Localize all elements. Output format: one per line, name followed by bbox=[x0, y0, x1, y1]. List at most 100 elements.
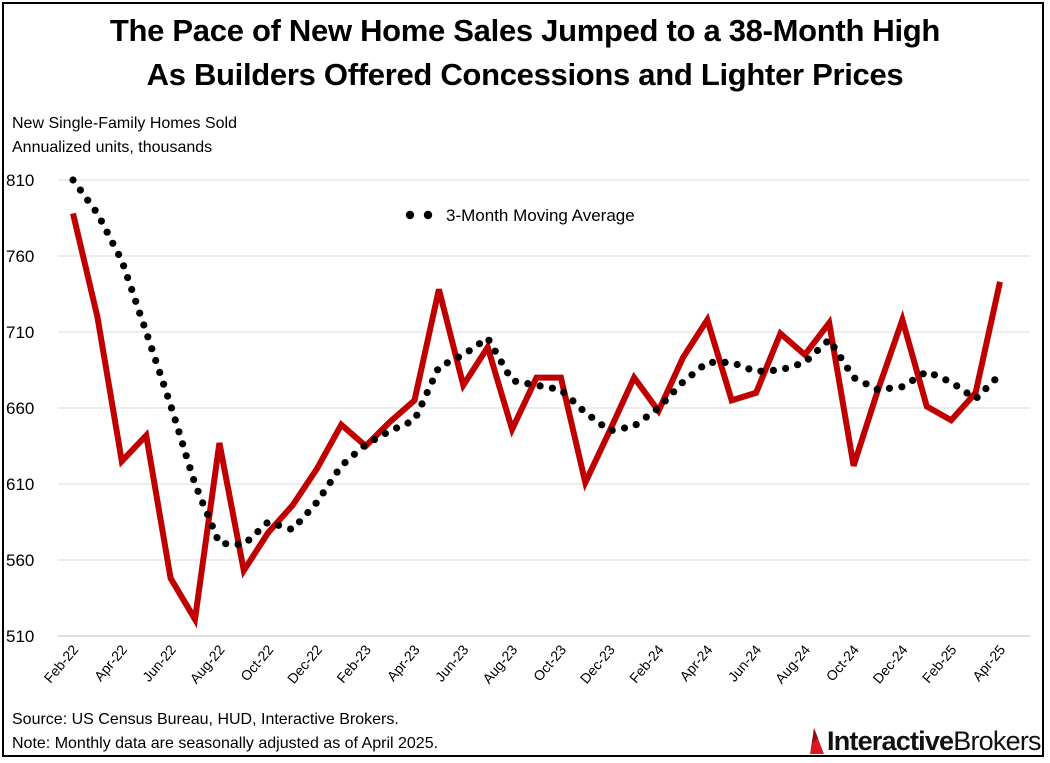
moving-average-dot bbox=[909, 376, 917, 384]
moving-average-dot bbox=[109, 239, 117, 247]
moving-average-dot bbox=[823, 338, 831, 346]
y-tick-label: 660 bbox=[6, 399, 34, 418]
legend-marker-dot bbox=[405, 210, 415, 220]
moving-average-dot bbox=[179, 440, 187, 448]
moving-average-dot bbox=[813, 346, 822, 355]
moving-average-dot bbox=[652, 406, 660, 414]
x-tick-label: Jun-22 bbox=[139, 641, 179, 684]
x-tick-label: Dec-23 bbox=[577, 641, 618, 686]
moving-average-dot bbox=[504, 369, 512, 377]
moving-average-dot bbox=[698, 363, 706, 371]
moving-average-dot bbox=[140, 321, 148, 329]
moving-average-dot bbox=[319, 489, 327, 497]
legend-label: 3-Month Moving Average bbox=[446, 206, 635, 225]
moving-average-dot bbox=[115, 250, 123, 258]
moving-average-dot bbox=[678, 379, 686, 387]
moving-average-dot bbox=[885, 384, 894, 392]
moving-average-dot bbox=[203, 510, 212, 518]
moving-average-dot bbox=[524, 380, 532, 388]
x-tick-label: Apr-24 bbox=[676, 641, 715, 684]
moving-average-dot bbox=[194, 487, 202, 495]
series-line-homes-sold bbox=[70, 212, 1003, 629]
moving-average-dot bbox=[569, 397, 577, 405]
moving-average-dot bbox=[199, 499, 207, 507]
y-tick-label: 610 bbox=[6, 475, 34, 494]
x-tick-label: Oct-24 bbox=[823, 641, 862, 684]
moving-average-dot bbox=[175, 428, 183, 436]
moving-average-dot bbox=[497, 358, 505, 366]
moving-average-dot bbox=[76, 186, 84, 194]
moving-average-dot bbox=[144, 333, 152, 341]
moving-average-dot bbox=[745, 365, 753, 373]
moving-average-dot bbox=[465, 347, 473, 355]
y-tick-label: 510 bbox=[6, 627, 34, 646]
moving-average-dot bbox=[536, 382, 544, 390]
moving-average-dot bbox=[661, 397, 669, 405]
moving-average-dot bbox=[164, 392, 172, 400]
moving-average-dot bbox=[942, 376, 950, 384]
moving-average-dot bbox=[254, 528, 262, 536]
x-tick-label: Oct-23 bbox=[530, 641, 569, 684]
x-tick-label: Feb-23 bbox=[333, 641, 374, 685]
moving-average-dot bbox=[428, 377, 436, 385]
moving-average-dot bbox=[491, 347, 499, 355]
y-axis-label-line2: Annualized units, thousands bbox=[12, 139, 213, 156]
moving-average-dot bbox=[608, 426, 616, 434]
moving-average-dot bbox=[413, 411, 421, 419]
moving-average-dot bbox=[485, 336, 493, 344]
x-tick-label: Apr-23 bbox=[384, 641, 423, 684]
moving-average-dot bbox=[642, 413, 650, 421]
y-axis-label-line1: New Single-Family Homes Sold bbox=[12, 115, 237, 132]
logo-wordmark: InteractiveBrokers bbox=[827, 726, 1042, 756]
y-tick-label: 710 bbox=[6, 323, 34, 342]
moving-average-dot bbox=[304, 508, 312, 517]
moving-average-dot bbox=[982, 385, 990, 393]
moving-average-dot bbox=[326, 478, 334, 487]
moving-average-dot bbox=[560, 388, 568, 396]
moving-average-dot bbox=[128, 285, 136, 294]
x-tick-label: Aug-24 bbox=[772, 641, 813, 686]
y-tick-label: 810 bbox=[6, 171, 34, 190]
moving-average-dot bbox=[709, 358, 717, 366]
x-tick-label: Feb-24 bbox=[626, 641, 667, 685]
moving-average-dot bbox=[804, 355, 813, 363]
moving-average-dot bbox=[862, 380, 870, 388]
moving-average-dot bbox=[148, 345, 156, 353]
moving-average-dot bbox=[350, 450, 358, 458]
x-tick-label: Feb-22 bbox=[41, 641, 82, 685]
interactive-brokers-logo-icon bbox=[810, 728, 824, 754]
moving-average-dot bbox=[898, 383, 906, 391]
logo-word-interactive: Interactive bbox=[827, 726, 954, 756]
moving-average-dot bbox=[991, 376, 999, 384]
moving-average-dot bbox=[548, 384, 557, 392]
moving-average-dot bbox=[186, 464, 194, 472]
moving-average-dot bbox=[919, 370, 927, 378]
moving-average-dot bbox=[341, 459, 349, 467]
moving-average-dot bbox=[837, 354, 845, 362]
moving-average-dot bbox=[830, 343, 838, 351]
moving-average-dot bbox=[190, 476, 198, 484]
moving-average-dot bbox=[124, 274, 132, 282]
moving-average-dot bbox=[844, 364, 852, 372]
moving-average-dot bbox=[312, 499, 320, 507]
moving-average-dot bbox=[511, 377, 520, 385]
moving-average-dot bbox=[393, 424, 401, 432]
moving-average-dot bbox=[930, 371, 939, 379]
moving-average-dot bbox=[333, 468, 341, 476]
x-tick-label: Apr-22 bbox=[91, 641, 130, 684]
moving-average-dot bbox=[794, 361, 802, 369]
moving-average-dot bbox=[213, 534, 221, 542]
moving-average-dot bbox=[156, 368, 164, 376]
moving-average-dot bbox=[475, 340, 484, 348]
moving-average-dot bbox=[160, 380, 168, 388]
moving-average-dot bbox=[851, 374, 859, 382]
legend-marker-dot bbox=[423, 210, 433, 220]
moving-average-dot bbox=[295, 518, 304, 526]
moving-average-dot bbox=[769, 366, 778, 374]
moving-average-dot bbox=[167, 404, 176, 412]
moving-average-dot bbox=[632, 421, 640, 429]
moving-average-dot bbox=[670, 388, 678, 396]
y-tick-label: 760 bbox=[6, 247, 34, 266]
x-tick-label: Jun-23 bbox=[432, 641, 472, 684]
